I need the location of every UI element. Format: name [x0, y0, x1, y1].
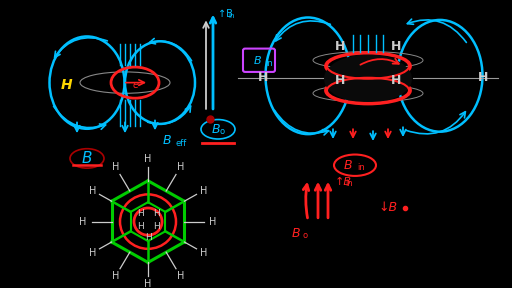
Text: in: in — [265, 59, 273, 68]
Text: H: H — [200, 185, 207, 196]
Text: H: H — [89, 185, 96, 196]
Text: B: B — [211, 123, 220, 136]
Text: H: H — [153, 222, 159, 231]
Text: ↓B: ↓B — [378, 202, 397, 215]
Text: B: B — [254, 56, 262, 66]
Text: H: H — [335, 40, 345, 53]
Ellipse shape — [324, 54, 412, 103]
Text: ↑B: ↑B — [335, 177, 352, 187]
Text: B: B — [344, 159, 352, 172]
Text: H: H — [177, 162, 184, 172]
Text: H: H — [112, 271, 119, 281]
Text: ↑B: ↑B — [218, 9, 233, 19]
Text: H: H — [200, 248, 207, 258]
Text: H: H — [137, 222, 143, 231]
Text: H: H — [61, 77, 73, 92]
Text: H: H — [391, 74, 401, 87]
Text: H: H — [177, 271, 184, 281]
Text: H: H — [144, 154, 152, 164]
Text: H: H — [79, 217, 87, 227]
Text: in: in — [228, 13, 234, 18]
Text: H: H — [89, 248, 96, 258]
Text: H: H — [209, 217, 217, 227]
Text: B: B — [163, 134, 172, 147]
Text: H: H — [112, 162, 119, 172]
Text: H: H — [153, 209, 159, 218]
Text: in: in — [345, 179, 353, 188]
Text: e⁻: e⁻ — [133, 79, 143, 90]
Text: in: in — [357, 163, 365, 172]
Text: H: H — [137, 209, 143, 218]
Text: H: H — [144, 279, 152, 288]
Text: B: B — [82, 151, 92, 166]
Text: H: H — [391, 40, 401, 53]
Text: o: o — [220, 127, 225, 136]
Text: H: H — [144, 233, 152, 242]
Text: o: o — [303, 231, 308, 240]
Text: H: H — [258, 71, 268, 84]
Text: H: H — [478, 71, 488, 84]
Text: B: B — [292, 227, 301, 240]
Text: H: H — [335, 74, 345, 87]
Text: eff: eff — [176, 139, 187, 148]
